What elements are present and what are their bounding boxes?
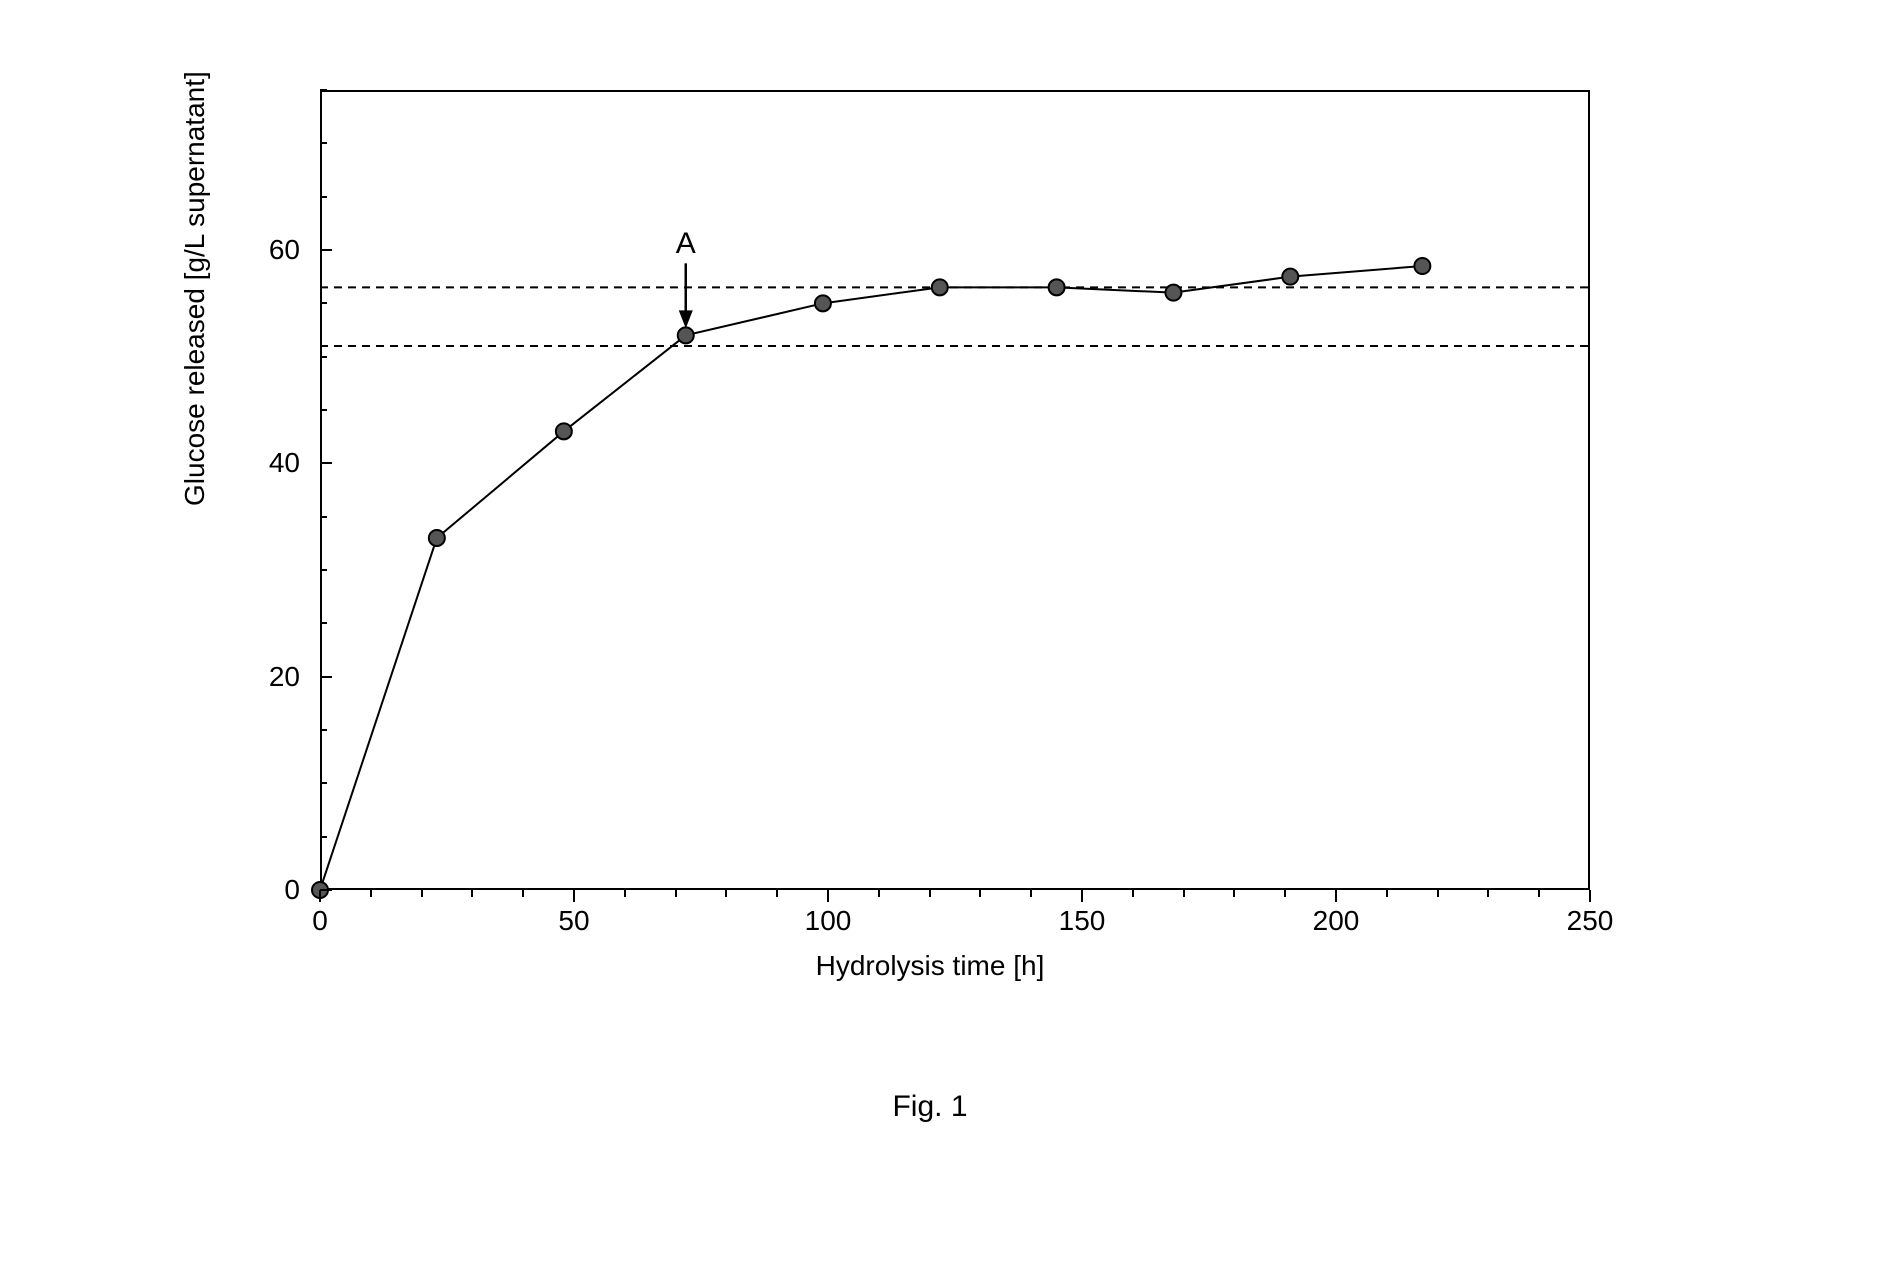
x-tick-minor <box>979 890 981 897</box>
x-tick-minor <box>776 890 778 897</box>
y-tick-mark <box>320 676 332 678</box>
x-axis-label: Hydrolysis time [h] <box>180 950 1680 982</box>
x-tick-mark <box>573 890 575 902</box>
data-marker <box>1282 269 1298 285</box>
x-tick-minor <box>1183 890 1185 897</box>
data-marker <box>1165 285 1181 301</box>
x-tick-minor <box>929 890 931 897</box>
x-tick-minor <box>624 890 626 897</box>
y-tick-minor <box>320 569 327 571</box>
x-tick-minor <box>1132 890 1134 897</box>
x-tick-mark <box>1335 890 1337 902</box>
x-tick-label: 150 <box>1052 905 1112 937</box>
y-tick-minor <box>320 89 327 91</box>
data-marker <box>556 423 572 439</box>
data-marker <box>815 295 831 311</box>
y-tick-label: 0 <box>220 874 300 906</box>
annotation-arrow-head <box>679 310 693 328</box>
x-tick-label: 200 <box>1306 905 1366 937</box>
figure-caption: Fig. 1 <box>180 1090 1680 1124</box>
x-tick-label: 250 <box>1560 905 1620 937</box>
x-tick-minor <box>1233 890 1235 897</box>
chart-svg <box>320 90 1590 890</box>
x-tick-label: 50 <box>544 905 604 937</box>
y-tick-minor <box>320 836 327 838</box>
y-tick-minor <box>320 356 327 358</box>
data-marker <box>429 530 445 546</box>
y-tick-mark <box>320 889 332 891</box>
y-axis-label: Glucose released [g/L supernatant] <box>179 71 211 506</box>
x-tick-minor <box>370 890 372 897</box>
x-tick-minor <box>1487 890 1489 897</box>
x-tick-minor <box>522 890 524 897</box>
data-marker <box>1414 258 1430 274</box>
x-tick-minor <box>1386 890 1388 897</box>
annotation-label: A <box>676 227 696 261</box>
data-marker <box>1049 279 1065 295</box>
x-tick-minor <box>421 890 423 897</box>
chart-container: Glucose released [g/L supernatant] Hydro… <box>180 50 1680 1150</box>
data-line <box>320 266 1422 890</box>
x-tick-minor <box>675 890 677 897</box>
y-tick-minor <box>320 409 327 411</box>
y-tick-mark <box>320 249 332 251</box>
x-tick-minor <box>1030 890 1032 897</box>
y-tick-label: 20 <box>220 661 300 693</box>
x-tick-label: 100 <box>798 905 858 937</box>
y-tick-minor <box>320 142 327 144</box>
y-tick-minor <box>320 622 327 624</box>
data-marker <box>932 279 948 295</box>
x-tick-minor <box>471 890 473 897</box>
y-tick-minor <box>320 196 327 198</box>
data-marker <box>678 327 694 343</box>
x-tick-minor <box>878 890 880 897</box>
x-tick-mark <box>827 890 829 902</box>
x-tick-mark <box>1081 890 1083 902</box>
x-tick-minor <box>1538 890 1540 897</box>
y-tick-minor <box>320 516 327 518</box>
x-tick-label: 0 <box>290 905 350 937</box>
y-tick-mark <box>320 462 332 464</box>
y-tick-label: 60 <box>220 234 300 266</box>
x-tick-minor <box>1437 890 1439 897</box>
y-tick-label: 40 <box>220 447 300 479</box>
y-tick-minor <box>320 782 327 784</box>
x-tick-mark <box>1589 890 1591 902</box>
x-tick-mark <box>319 890 321 902</box>
x-tick-minor <box>725 890 727 897</box>
x-tick-minor <box>1284 890 1286 897</box>
y-tick-minor <box>320 729 327 731</box>
y-tick-minor <box>320 302 327 304</box>
